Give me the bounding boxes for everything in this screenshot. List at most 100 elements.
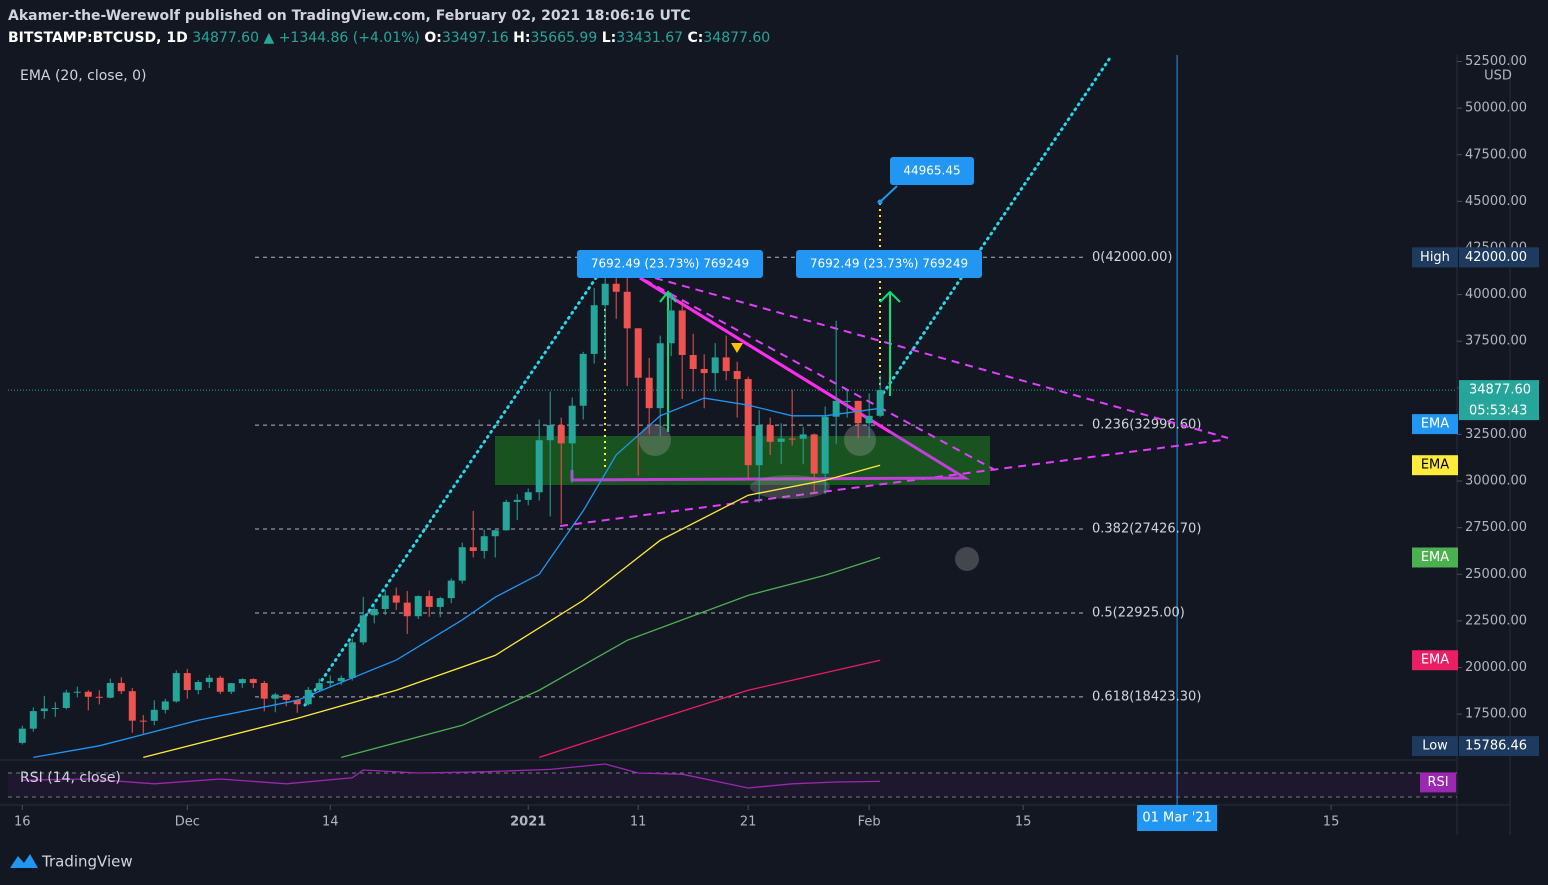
candle-body: [282, 694, 290, 700]
price-tag-bg: [1459, 736, 1539, 757]
price-tag-label: 15786.46: [1465, 739, 1527, 754]
ema-line: [33, 397, 881, 759]
candle-body: [84, 691, 92, 697]
y-tick-label: 45000.00: [1465, 194, 1527, 209]
measure-label: 7692.49 (23.73%) 769249: [591, 257, 749, 271]
candle-body: [546, 425, 554, 441]
price-tag-name: Low: [1422, 739, 1448, 754]
candle-body: [315, 683, 323, 690]
trend-dashed: [654, 277, 1229, 439]
candle-body: [447, 580, 455, 599]
candle-body: [381, 595, 389, 609]
y-tick-label: 32500.00: [1465, 427, 1527, 442]
ohlc-value: 33497.16: [442, 30, 509, 46]
y-tick-label: 50000.00: [1465, 101, 1527, 116]
candle-body: [18, 728, 26, 743]
y-tick-label: 30000.00: [1465, 474, 1527, 489]
y-tick-label: 40000.00: [1465, 287, 1527, 302]
measure-box: [796, 250, 982, 278]
brand: TradingView: [41, 853, 133, 871]
y-tick-label: 47500.00: [1465, 147, 1527, 162]
target-leader: [879, 185, 898, 203]
candle-body: [260, 682, 268, 699]
up-icon: ▲: [263, 30, 274, 46]
ema-tag: [1412, 547, 1458, 568]
candle-body: [711, 357, 719, 374]
fib-label: 0(42000.00): [1092, 250, 1172, 265]
x-tick-label: Feb: [858, 815, 881, 830]
y-tick-label: 17500.00: [1465, 707, 1527, 722]
candle-body: [788, 438, 796, 440]
candle-body: [150, 709, 158, 721]
y-tick-label: 52500.00: [1465, 54, 1527, 69]
candle-body: [73, 691, 81, 693]
change: +1344.86 (+4.01%): [279, 30, 420, 46]
candle-body: [425, 596, 433, 607]
ohlc-label: L:: [602, 30, 617, 46]
ema-tag: [1412, 414, 1458, 435]
candle-body: [392, 595, 400, 603]
ema-line: [143, 464, 881, 759]
target-box: [890, 157, 974, 186]
y-tick-label: 27500.00: [1465, 520, 1527, 535]
candle-body: [271, 694, 279, 699]
candle-body: [821, 416, 829, 474]
x-tick-label: 15: [1323, 815, 1340, 830]
y-tick-label: 37500.00: [1465, 334, 1527, 349]
ohlc-label: H:: [513, 30, 530, 46]
candle-body: [755, 425, 763, 466]
publisher-text: Akamer-the-Werewolf published on Trading…: [8, 8, 691, 24]
candle-body: [843, 400, 851, 402]
ema-tag-label: EMA: [1421, 550, 1449, 565]
candle-body: [634, 328, 642, 378]
arrow: [879, 290, 901, 396]
candle-body: [777, 438, 785, 442]
grid-layer: 17500.00 20000.00 22500.00 25000.00 27500.00…: [0, 54, 1527, 835]
candle-body: [348, 642, 356, 678]
target-label: 44965.45: [903, 164, 960, 178]
candle-body: [293, 699, 301, 705]
trend-solid: [639, 276, 891, 434]
candle-body: [95, 696, 103, 698]
y-tick-label: 22500.00: [1465, 613, 1527, 628]
fib-label: 0.5(22925.00): [1092, 605, 1185, 620]
candle-body: [678, 310, 686, 356]
fib-label: 0.382(27426.70): [1092, 522, 1201, 537]
timer-label: 05:53:43: [1469, 404, 1527, 419]
candle-body: [876, 390, 884, 416]
candle-body: [359, 615, 367, 643]
x-tick-label: 11: [630, 815, 647, 830]
rsi-name: RSI (14, close): [20, 770, 121, 786]
crosshair-label: 01 Mar '21: [1142, 811, 1211, 826]
candle-body: [832, 400, 840, 417]
candle-body: [40, 708, 48, 712]
marks-layer: [18, 258, 884, 789]
x-tick-label: 14: [322, 815, 339, 830]
candle-body: [469, 547, 477, 551]
overlay-layer: 01 Mar '21 High 42000.00 Low 15786.46 34877.6…: [20, 157, 1539, 831]
candle-body: [612, 283, 620, 292]
candle-body: [645, 377, 653, 409]
candle-body: [172, 673, 180, 702]
candle-body: [502, 501, 510, 531]
price-tag-name-bg: [1412, 736, 1458, 757]
trend-dotted: [303, 270, 602, 707]
candle-body: [810, 434, 818, 474]
candle-body: [722, 357, 730, 372]
ema-tag-label: EMA: [1421, 458, 1449, 473]
currency: USD: [1484, 69, 1512, 84]
ema-line: [539, 659, 881, 758]
candle-body: [568, 405, 576, 444]
candle-body: [623, 291, 631, 329]
y-tick-label: 20000.00: [1465, 660, 1527, 675]
measure-box: [577, 250, 763, 278]
candle-body: [524, 492, 532, 500]
price-tag-label: 42000.00: [1465, 250, 1527, 265]
last: 34877.60: [192, 30, 259, 46]
candle-body: [513, 499, 521, 502]
marker: [955, 547, 979, 571]
candle-body: [304, 689, 312, 705]
drawings: [303, 56, 1229, 707]
candle-body: [106, 682, 114, 698]
